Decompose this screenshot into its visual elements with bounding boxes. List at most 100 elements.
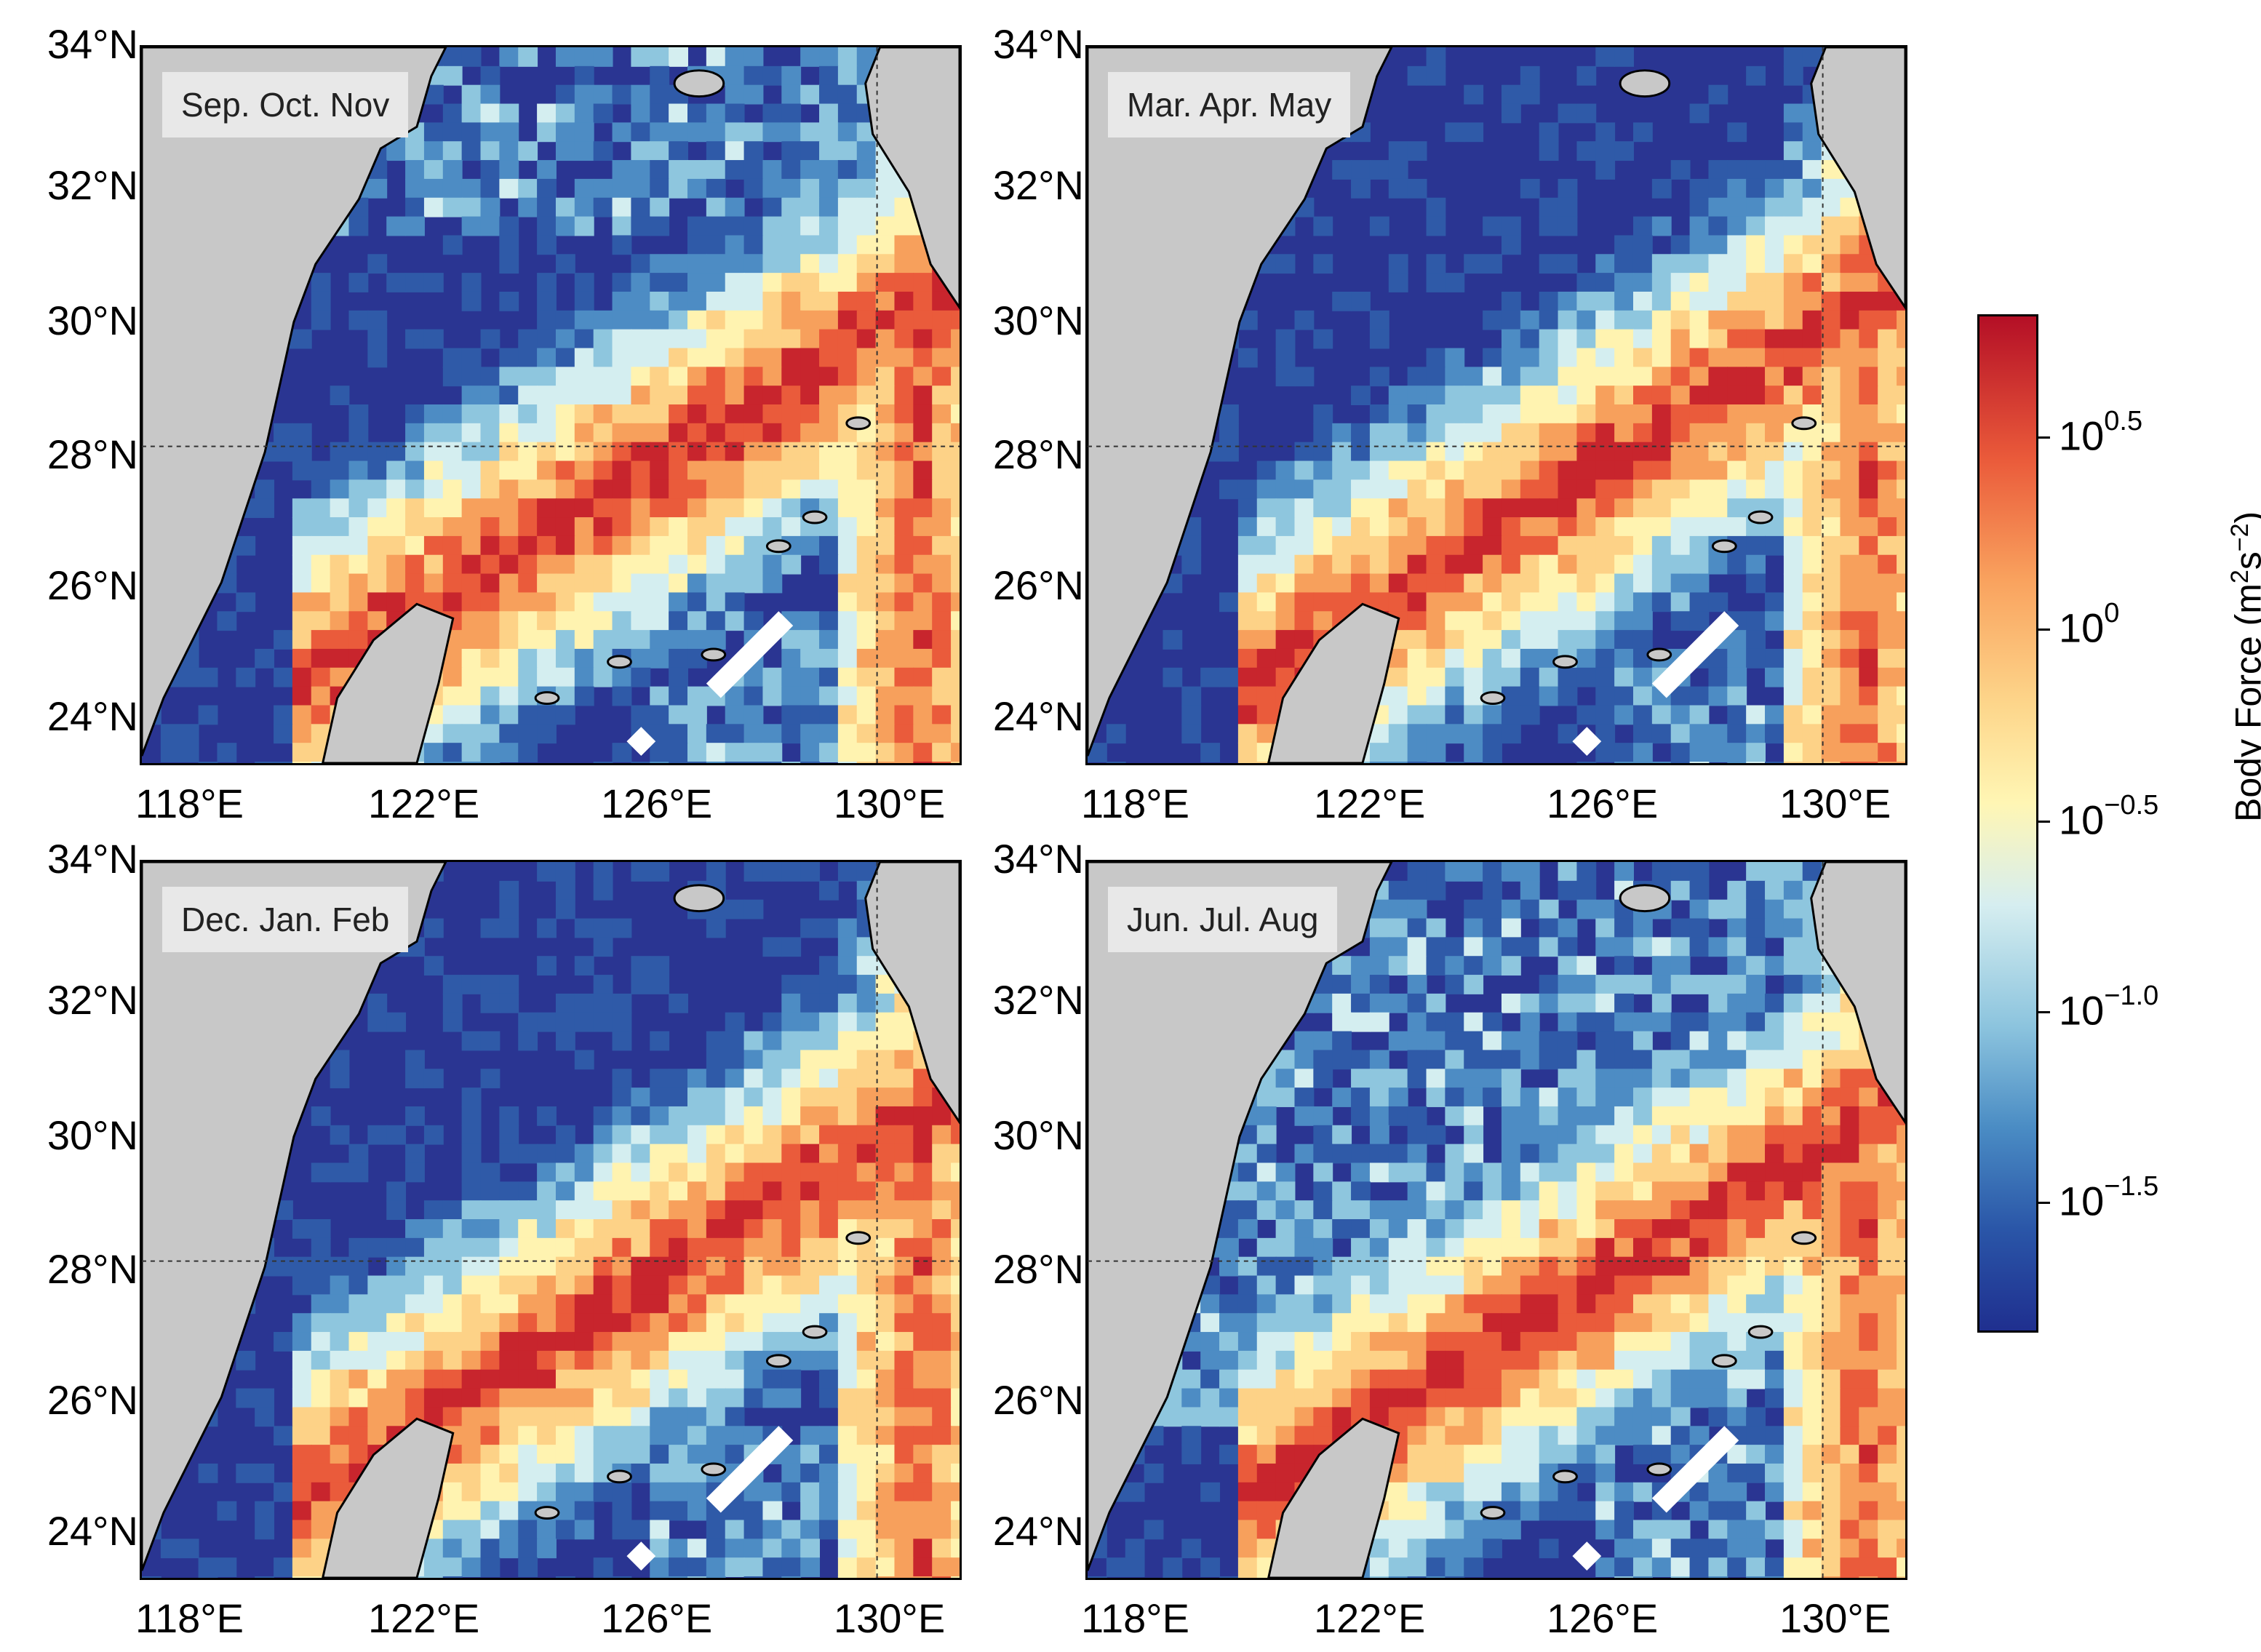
field-cell xyxy=(311,1407,331,1427)
field-cell xyxy=(461,216,482,236)
field-cell xyxy=(1369,918,1389,938)
field-cell xyxy=(650,498,670,519)
field-cell xyxy=(1332,1369,1352,1389)
field-cell xyxy=(1840,216,1860,236)
field-cell xyxy=(1294,442,1315,462)
field-cell xyxy=(537,386,557,405)
field-cell xyxy=(1464,1407,1484,1427)
field-cell xyxy=(951,686,960,706)
field-cell xyxy=(1783,1125,1803,1145)
field-cell xyxy=(1576,65,1597,86)
field-cell xyxy=(1558,1407,1578,1427)
field-cell xyxy=(1859,1256,1879,1277)
field-cell xyxy=(1746,1463,1766,1483)
field-cell xyxy=(348,498,369,519)
field-cell xyxy=(837,178,858,199)
field-cell xyxy=(706,254,726,274)
field-cell xyxy=(669,1088,688,1107)
field-cell xyxy=(480,122,501,143)
field-cell xyxy=(1351,1294,1371,1314)
field-cell xyxy=(612,367,632,387)
field-cell xyxy=(1445,1275,1465,1296)
field-cell xyxy=(1614,1144,1634,1164)
field-cell xyxy=(1237,1181,1258,1202)
field-cell xyxy=(1313,1294,1333,1314)
field-cell xyxy=(687,122,707,143)
field-cell xyxy=(1821,1407,1841,1427)
field-cell xyxy=(875,1088,896,1107)
field-cell xyxy=(1651,310,1672,330)
field-cell xyxy=(292,517,312,537)
field-cell xyxy=(669,160,688,180)
field-cell xyxy=(951,1219,960,1239)
field-cell xyxy=(1464,254,1484,274)
field-cell xyxy=(1407,1332,1427,1352)
field-cell xyxy=(1256,592,1277,612)
field-cell xyxy=(875,592,896,612)
field-cell xyxy=(800,178,821,199)
field-cell xyxy=(875,1313,896,1333)
field-cell xyxy=(367,1237,388,1258)
field-cell xyxy=(574,386,594,405)
field-cell xyxy=(800,1275,821,1296)
field-cell xyxy=(706,1426,726,1446)
field-cell xyxy=(1746,918,1766,938)
field-cell xyxy=(1595,273,1616,292)
field-cell xyxy=(423,918,444,938)
field-cell xyxy=(593,386,613,405)
field-cell xyxy=(687,1388,707,1408)
field-cell xyxy=(574,686,594,706)
field-cell xyxy=(1483,254,1502,274)
field-cell xyxy=(461,291,482,311)
field-cell xyxy=(932,1162,952,1183)
field-cell xyxy=(800,1557,821,1578)
field-cell xyxy=(574,667,594,687)
field-cell xyxy=(1727,404,1747,424)
field-cell xyxy=(1651,1294,1672,1314)
field-cell xyxy=(650,216,670,236)
field-cell xyxy=(913,686,933,706)
field-cell xyxy=(1783,1426,1803,1446)
field-cell xyxy=(669,367,688,387)
field-cell xyxy=(1388,1482,1408,1502)
field-cell xyxy=(1821,573,1841,594)
field-cell xyxy=(1897,442,1905,462)
field-cell xyxy=(1689,724,1710,744)
field-cell xyxy=(1407,592,1427,612)
field-cell xyxy=(1765,1463,1785,1483)
field-cell xyxy=(612,592,632,612)
field-cell xyxy=(1802,160,1822,180)
field-cell xyxy=(1651,329,1672,349)
field-cell xyxy=(1897,1181,1905,1202)
field-cell xyxy=(574,1445,594,1464)
field-cell xyxy=(800,918,821,938)
field-cell xyxy=(894,1369,914,1389)
field-cell xyxy=(1558,975,1578,994)
field-cell xyxy=(555,899,575,919)
field-cell xyxy=(405,1162,425,1183)
field-cell xyxy=(1256,1088,1277,1107)
field-cell xyxy=(1614,1313,1634,1333)
field-cell xyxy=(555,479,575,500)
field-cell xyxy=(612,197,632,218)
field-cell xyxy=(875,1539,896,1559)
field-cell xyxy=(386,573,407,594)
field-cell xyxy=(762,724,783,744)
field-cell xyxy=(1840,554,1860,575)
field-cell xyxy=(367,1294,388,1314)
field-cell xyxy=(725,1256,745,1277)
field-cell xyxy=(461,141,482,161)
field-cell xyxy=(480,1181,501,1202)
field-cell xyxy=(1388,1256,1408,1277)
field-cell xyxy=(1651,1088,1672,1107)
field-cell xyxy=(1689,862,1710,882)
field-cell xyxy=(1501,724,1521,744)
field-cell xyxy=(837,1557,858,1578)
field-cell xyxy=(593,329,613,349)
field-cell xyxy=(1388,899,1408,919)
field-cell xyxy=(1746,937,1766,957)
field-cell xyxy=(1483,423,1502,443)
field-cell xyxy=(574,103,594,124)
field-cell xyxy=(1464,630,1484,650)
field-cell xyxy=(875,1144,896,1164)
